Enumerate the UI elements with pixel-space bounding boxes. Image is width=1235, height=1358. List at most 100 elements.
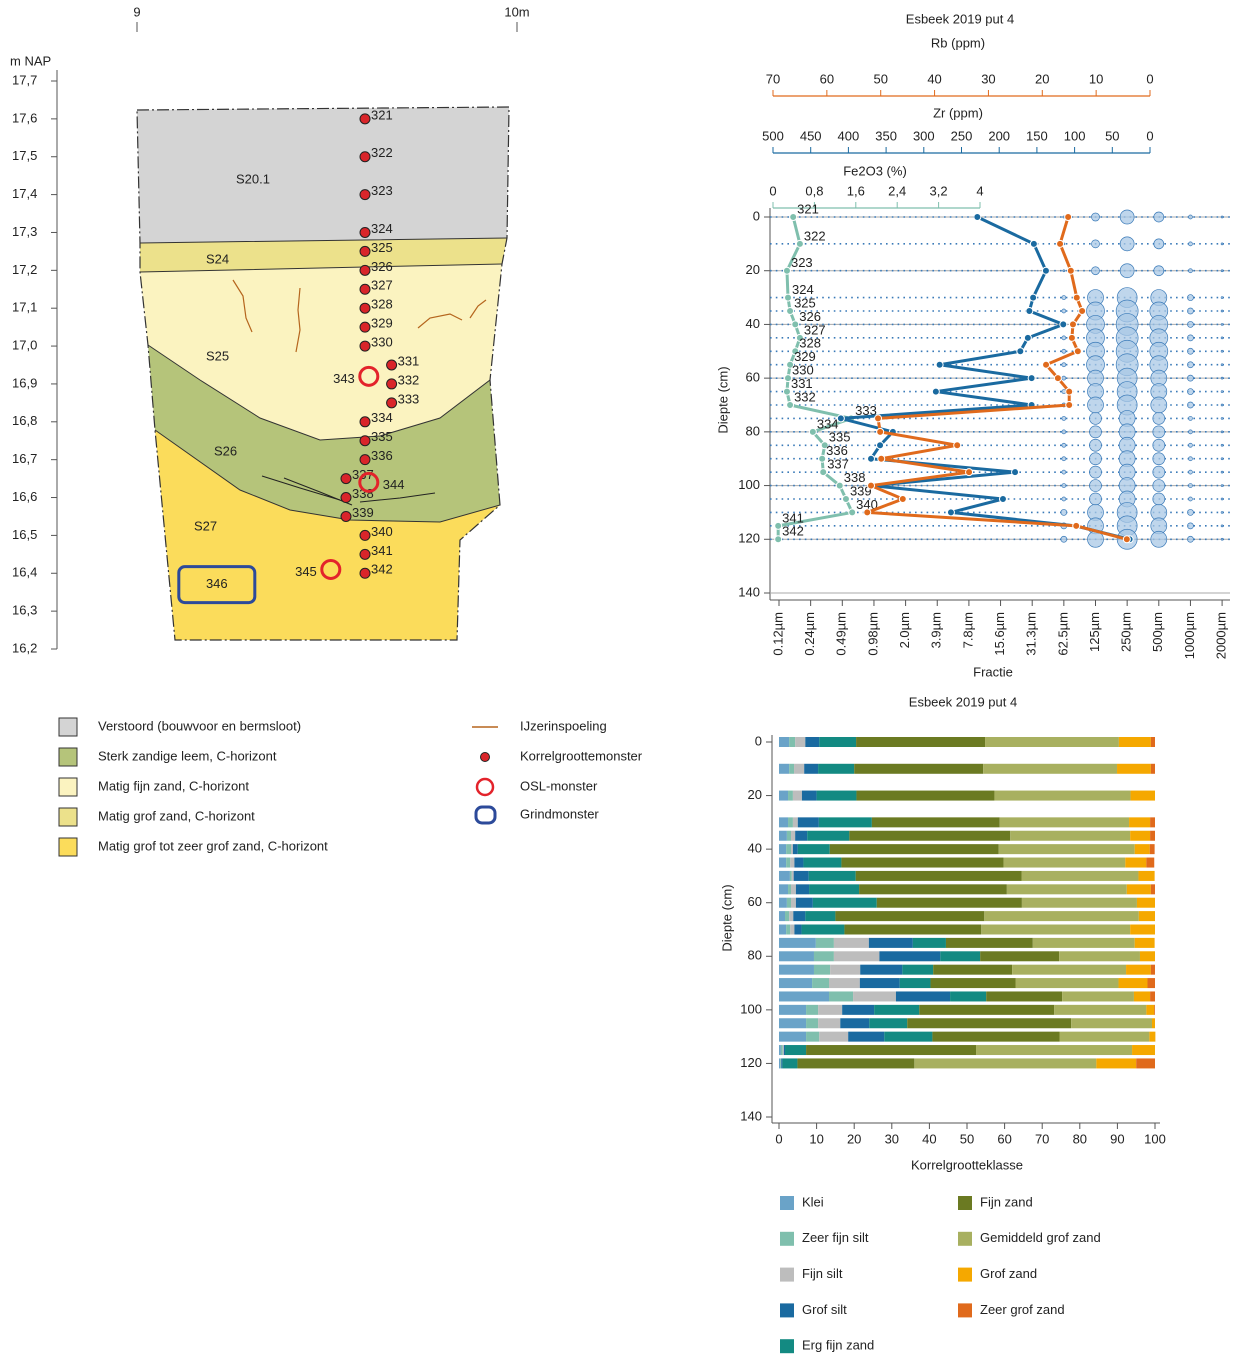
sample-point bbox=[360, 549, 370, 559]
x-tick-label: 500 bbox=[762, 128, 784, 143]
bubble bbox=[1187, 308, 1193, 314]
bubble bbox=[1188, 457, 1192, 461]
point bbox=[1060, 321, 1067, 328]
point bbox=[954, 442, 961, 449]
x-tick-label: 20 bbox=[1035, 71, 1049, 86]
bar-segment bbox=[779, 1018, 806, 1028]
bar-segment bbox=[785, 911, 789, 921]
point bbox=[1123, 536, 1130, 543]
x-tick-label: 70 bbox=[1035, 1131, 1049, 1146]
x-tick-label: 60 bbox=[820, 71, 834, 86]
bar-segment bbox=[794, 871, 809, 881]
bubble bbox=[1061, 509, 1067, 515]
bar-segment bbox=[946, 938, 1033, 948]
bar-segment bbox=[818, 764, 854, 774]
y-tick-label: 80 bbox=[746, 423, 760, 438]
bar-segment bbox=[792, 871, 794, 881]
bar-segment bbox=[1130, 925, 1155, 935]
point bbox=[1012, 469, 1019, 476]
bubble bbox=[1154, 212, 1164, 222]
bubble bbox=[1221, 297, 1223, 299]
legend-label: Fijn zand bbox=[980, 1194, 1033, 1209]
bar-segment bbox=[795, 737, 805, 747]
x-tick-label: 0,8 bbox=[805, 183, 823, 198]
x-tick-label: 3.9µm bbox=[929, 612, 944, 648]
layer-label: S20.1 bbox=[236, 171, 270, 186]
sample-point bbox=[360, 114, 370, 124]
point bbox=[1069, 321, 1076, 328]
bar-segment bbox=[1125, 858, 1146, 868]
sample-point bbox=[360, 284, 370, 294]
y-tick-label: 17,5 bbox=[12, 148, 37, 163]
bar-segment bbox=[907, 1018, 1071, 1028]
bubble bbox=[1062, 430, 1066, 434]
bar-segment bbox=[789, 764, 794, 774]
point bbox=[1067, 267, 1074, 274]
point bbox=[842, 496, 849, 503]
bar-segment bbox=[1119, 737, 1151, 747]
point bbox=[775, 536, 782, 543]
point-label: 332 bbox=[794, 389, 816, 404]
x-tick-label: 200 bbox=[988, 128, 1010, 143]
point bbox=[1066, 402, 1073, 409]
point bbox=[809, 428, 816, 435]
sample-label: 329 bbox=[371, 316, 393, 331]
axis-title: Rb (ppm) bbox=[931, 35, 985, 50]
bar-segment bbox=[787, 831, 791, 841]
bar-segment bbox=[817, 791, 857, 801]
point bbox=[932, 388, 939, 395]
sample-label: 334 bbox=[371, 410, 393, 425]
y-tick-label: 16,7 bbox=[12, 451, 37, 466]
bar-segment bbox=[1151, 884, 1155, 894]
bubble bbox=[1221, 350, 1223, 352]
bar-segment bbox=[900, 978, 931, 988]
x-tick-label: 0.12µm bbox=[770, 612, 785, 656]
bar-segment bbox=[984, 911, 1139, 921]
bubble bbox=[1187, 348, 1193, 354]
bar-segment bbox=[779, 1032, 806, 1042]
bubble bbox=[1092, 213, 1100, 221]
x-tick-label: 60 bbox=[997, 1131, 1011, 1146]
sample-label: 341 bbox=[371, 543, 393, 558]
bubble bbox=[1153, 439, 1165, 451]
x-tick-label: 70 bbox=[766, 71, 780, 86]
x-tick-label: 150 bbox=[1026, 128, 1048, 143]
sample-point bbox=[360, 417, 370, 427]
point bbox=[819, 455, 826, 462]
bar-segment bbox=[782, 1058, 797, 1068]
point bbox=[1073, 522, 1080, 529]
bubble bbox=[1151, 397, 1167, 413]
bar-segment bbox=[805, 911, 835, 921]
bar-segment bbox=[793, 844, 798, 854]
bar-segment bbox=[1059, 951, 1140, 961]
bar-segment bbox=[1033, 938, 1135, 948]
sample-label: 324 bbox=[371, 221, 393, 236]
bar-segment bbox=[788, 884, 791, 894]
bar-segment bbox=[812, 978, 829, 988]
bubble bbox=[1062, 349, 1066, 353]
bar-segment bbox=[1135, 938, 1155, 948]
legend-swatch bbox=[958, 1268, 972, 1282]
y-tick-label: 120 bbox=[738, 531, 760, 546]
y-tick-label: 140 bbox=[738, 584, 760, 599]
bar-segment bbox=[1131, 791, 1155, 801]
point bbox=[1065, 214, 1072, 221]
bar-segment bbox=[879, 951, 940, 961]
bubble bbox=[1062, 376, 1066, 380]
bar-segment bbox=[814, 951, 834, 961]
bar-segment bbox=[931, 978, 1016, 988]
x-tick-label: 125µm bbox=[1087, 612, 1102, 652]
bar-segment bbox=[794, 858, 803, 868]
bar-segment bbox=[1137, 898, 1155, 908]
bar-segment bbox=[783, 1045, 784, 1055]
bubble bbox=[1221, 498, 1223, 500]
bubble bbox=[1221, 431, 1223, 433]
y-tick-label: 60 bbox=[748, 894, 762, 909]
bar-segment bbox=[869, 938, 913, 948]
bar-segment bbox=[819, 817, 872, 827]
bar-segment bbox=[779, 858, 786, 868]
bubble bbox=[1092, 267, 1100, 275]
bar-segment bbox=[1138, 871, 1154, 881]
bubble bbox=[1221, 216, 1223, 218]
point bbox=[1068, 334, 1075, 341]
